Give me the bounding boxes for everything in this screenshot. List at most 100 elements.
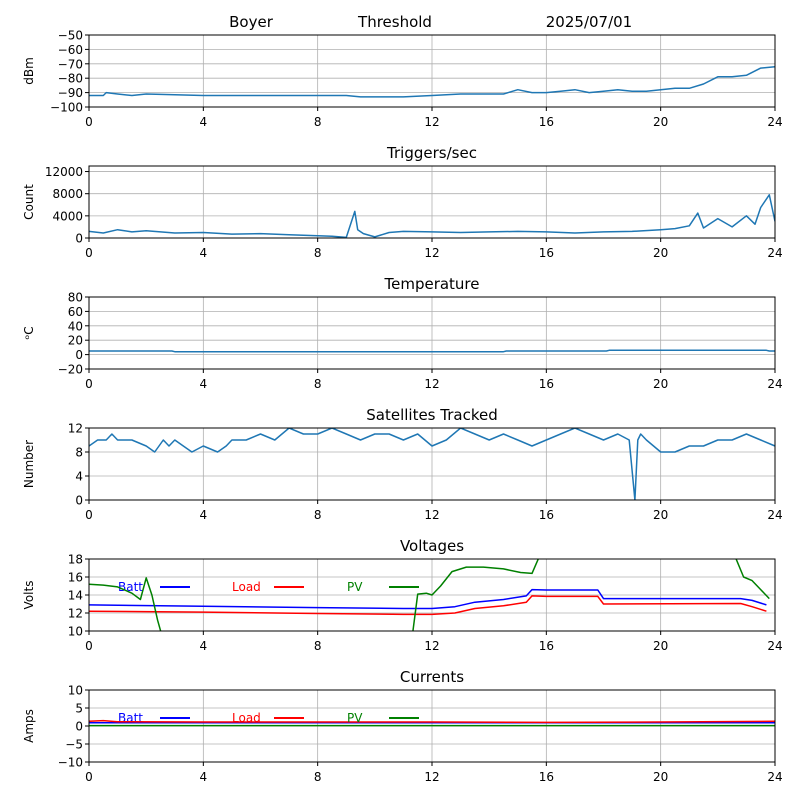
x-tick-label: 24 [767, 508, 782, 522]
header-date: 2025/07/01 [546, 13, 632, 31]
y-tick-label: 0 [75, 348, 83, 362]
y-tick-label: 5 [75, 702, 83, 716]
y-tick-label: 8 [75, 446, 83, 460]
x-tick-label: 20 [653, 639, 668, 653]
y-tick-label: −5 [65, 738, 83, 752]
x-tick-label: 8 [314, 246, 322, 260]
y-axis-label: Amps [22, 709, 36, 743]
panel-3: 0 4 8 12 16 20 24 0 4 8 12 Satellites Tracked Number [22, 406, 783, 522]
y-axis-label: ᵒC [22, 326, 36, 339]
series-line-0 [89, 194, 775, 238]
x-tick-label: 4 [200, 639, 208, 653]
x-tick-label: 8 [314, 377, 322, 391]
x-tick-label: 24 [767, 246, 782, 260]
x-tick-label: 4 [200, 508, 208, 522]
header-mode: Threshold [357, 13, 432, 31]
y-tick-label: 10 [68, 684, 83, 698]
y-tick-label: 0 [75, 232, 83, 246]
x-tick-label: 4 [200, 115, 208, 129]
y-tick-label: 12000 [45, 165, 83, 179]
x-tick-label: 20 [653, 115, 668, 129]
y-tick-label: −100 [50, 101, 83, 115]
y-tick-label: 16 [68, 571, 83, 585]
x-tick-label: 24 [767, 377, 782, 391]
y-tick-label: 0 [75, 720, 83, 734]
x-tick-label: 16 [539, 770, 554, 784]
x-tick-label: 24 [767, 115, 782, 129]
y-tick-label: 12 [68, 422, 83, 436]
y-axis-label: Number [22, 440, 36, 488]
x-tick-label: 0 [85, 770, 93, 784]
y-tick-label: −50 [58, 29, 83, 43]
x-tick-label: 4 [200, 770, 208, 784]
y-tick-label: −80 [58, 72, 83, 86]
x-tick-label: 12 [424, 639, 439, 653]
x-tick-label: 4 [200, 377, 208, 391]
series-line-pv [89, 559, 770, 631]
y-tick-label: 4000 [52, 209, 83, 223]
legend-label-pv: PV [347, 711, 363, 725]
y-tick-label: 60 [68, 305, 83, 319]
x-tick-label: 8 [314, 115, 322, 129]
y-tick-label: −90 [58, 86, 83, 100]
y-tick-label: 0 [75, 494, 83, 508]
x-tick-label: 0 [85, 115, 93, 129]
x-tick-label: 12 [424, 246, 439, 260]
y-tick-label: −20 [58, 363, 83, 377]
x-tick-label: 0 [85, 639, 93, 653]
legend-label-load: Load [232, 711, 261, 725]
legend-label-pv: PV [347, 580, 363, 594]
x-tick-label: 12 [424, 115, 439, 129]
x-tick-label: 20 [653, 246, 668, 260]
y-tick-label: 10 [68, 625, 83, 639]
x-tick-label: 16 [539, 246, 554, 260]
series-line-load [89, 719, 775, 724]
series-line-0 [89, 349, 775, 353]
legend-label-load: Load [232, 580, 261, 594]
x-tick-label: 12 [424, 377, 439, 391]
x-tick-label: 24 [767, 770, 782, 784]
y-tick-label: 4 [75, 470, 83, 484]
x-tick-label: 0 [85, 246, 93, 260]
y-tick-label: 18 [68, 553, 83, 567]
x-tick-label: 16 [539, 508, 554, 522]
series-line-batt [89, 588, 767, 610]
x-tick-label: 0 [85, 377, 93, 391]
y-axis-label: Count [22, 184, 36, 220]
x-tick-label: 20 [653, 770, 668, 784]
x-tick-label: 8 [314, 639, 322, 653]
series-line-0 [89, 428, 775, 500]
panel-4: Batt Load PV0 4 8 12 16 20 241012141618VoltagesV… [22, 537, 783, 653]
y-tick-label: 80 [68, 291, 83, 305]
x-tick-label: 16 [539, 639, 554, 653]
y-axis-label: dBm [22, 57, 36, 85]
y-tick-label: 40 [68, 319, 83, 333]
y-axis-label: Volts [22, 581, 36, 610]
x-tick-label: 12 [424, 508, 439, 522]
y-tick-label: −60 [58, 43, 83, 57]
panel-0: 0 4 8 12 16 20 24 −100−90−80−70−60−50 dBm [22, 29, 783, 130]
x-tick-label: 16 [539, 377, 554, 391]
panel-title: Satellites Tracked [366, 406, 497, 424]
x-tick-label: 4 [200, 246, 208, 260]
x-tick-label: 0 [85, 508, 93, 522]
series-line-load [89, 595, 767, 616]
x-tick-label: 20 [653, 508, 668, 522]
x-tick-label: 12 [424, 770, 439, 784]
panel-title: Temperature [383, 275, 479, 293]
series-line-0 [89, 65, 775, 98]
x-tick-label: 20 [653, 377, 668, 391]
y-tick-label: −70 [58, 57, 83, 71]
panel-title: Voltages [400, 537, 464, 555]
y-tick-label: 14 [68, 589, 83, 603]
header-station: Boyer [229, 13, 274, 31]
legend-label-batt: Batt [118, 711, 143, 725]
x-tick-label: 8 [314, 508, 322, 522]
y-tick-label: 20 [68, 334, 83, 348]
y-tick-label: 8000 [52, 187, 83, 201]
y-tick-label: 12 [68, 607, 83, 621]
